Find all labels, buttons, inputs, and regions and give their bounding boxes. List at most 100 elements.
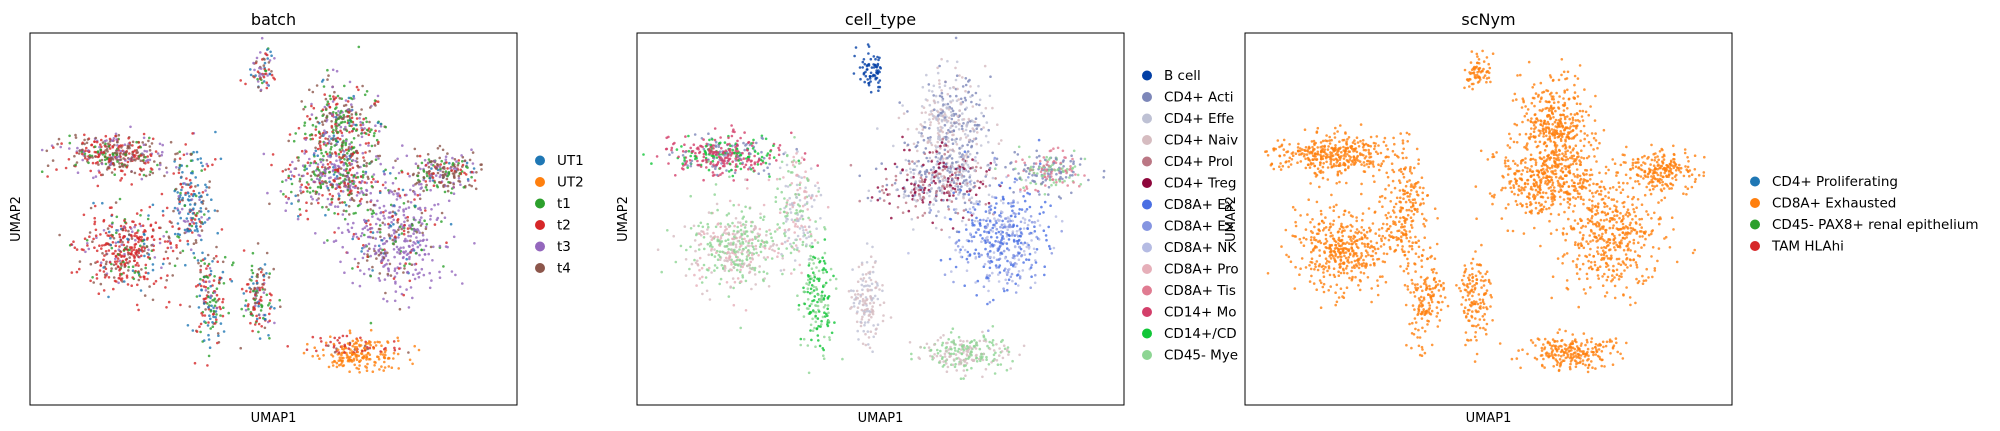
data-point bbox=[184, 143, 187, 146]
data-point bbox=[257, 330, 260, 334]
data-point bbox=[326, 162, 330, 166]
data-point bbox=[94, 175, 98, 178]
data-point bbox=[712, 155, 716, 158]
data-point bbox=[825, 270, 829, 274]
data-point bbox=[168, 262, 171, 265]
data-point bbox=[739, 326, 742, 330]
data-point bbox=[703, 247, 706, 251]
data-point bbox=[261, 286, 264, 289]
data-point bbox=[89, 169, 92, 173]
data-point bbox=[128, 152, 131, 155]
data-point bbox=[192, 207, 195, 210]
data-point bbox=[351, 146, 355, 150]
data-point bbox=[381, 242, 385, 246]
data-point bbox=[114, 201, 118, 204]
data-point bbox=[324, 170, 327, 174]
data-point bbox=[352, 235, 355, 238]
data-point bbox=[229, 278, 232, 281]
data-point bbox=[113, 279, 117, 283]
data-point bbox=[996, 123, 999, 126]
data-point bbox=[872, 55, 876, 58]
data-point bbox=[364, 172, 367, 175]
data-point bbox=[429, 188, 432, 192]
data-point bbox=[814, 220, 817, 223]
data-point bbox=[377, 253, 381, 257]
data-point bbox=[874, 57, 877, 61]
data-point bbox=[718, 166, 722, 170]
data-point bbox=[108, 137, 112, 141]
legend-label: t2 bbox=[557, 218, 571, 234]
data-point bbox=[107, 165, 110, 169]
data-point bbox=[766, 255, 769, 259]
data-point bbox=[393, 346, 396, 350]
data-point bbox=[751, 253, 754, 257]
data-point bbox=[363, 344, 367, 348]
data-point bbox=[57, 137, 61, 141]
data-point bbox=[721, 250, 724, 254]
data-point bbox=[703, 232, 706, 236]
data-point bbox=[326, 239, 329, 242]
data-point bbox=[394, 290, 398, 293]
data-point bbox=[266, 74, 269, 77]
data-point bbox=[727, 247, 730, 251]
data-point bbox=[267, 61, 271, 64]
data-point bbox=[927, 89, 931, 92]
data-point bbox=[748, 244, 751, 248]
data-point bbox=[788, 196, 791, 200]
data-point bbox=[964, 136, 968, 139]
data-point bbox=[777, 251, 780, 255]
data-point bbox=[916, 141, 920, 144]
data-point bbox=[936, 187, 940, 190]
data-point bbox=[803, 302, 807, 306]
data-point bbox=[320, 134, 323, 138]
data-point bbox=[125, 248, 129, 251]
data-point bbox=[329, 340, 332, 344]
data-point bbox=[221, 260, 225, 264]
data-point bbox=[204, 189, 207, 192]
data-point bbox=[173, 160, 176, 163]
data-point bbox=[351, 344, 355, 348]
data-point bbox=[130, 156, 133, 160]
data-point bbox=[760, 239, 764, 242]
data-point bbox=[249, 287, 253, 291]
data-point bbox=[672, 142, 675, 146]
data-point bbox=[750, 257, 754, 260]
data-point bbox=[472, 167, 476, 170]
data-point bbox=[823, 311, 826, 315]
data-point bbox=[806, 298, 810, 301]
data-point bbox=[284, 209, 288, 212]
data-point bbox=[449, 166, 452, 170]
data-point bbox=[702, 263, 706, 267]
data-point bbox=[133, 259, 136, 263]
data-point bbox=[117, 253, 120, 256]
data-point bbox=[328, 171, 331, 174]
data-point bbox=[148, 145, 152, 148]
data-point bbox=[255, 287, 259, 290]
data-point bbox=[741, 274, 744, 277]
data-point bbox=[99, 261, 103, 265]
data-point bbox=[785, 203, 789, 206]
data-point bbox=[955, 160, 958, 164]
data-point bbox=[929, 110, 933, 113]
data-point bbox=[361, 356, 364, 360]
data-point bbox=[143, 275, 146, 279]
data-point bbox=[193, 256, 196, 260]
data-point bbox=[207, 290, 210, 294]
data-point bbox=[338, 341, 341, 345]
data-point bbox=[175, 166, 178, 169]
data-point bbox=[815, 194, 818, 198]
data-point bbox=[392, 223, 395, 226]
data-point bbox=[396, 251, 399, 254]
data-point bbox=[421, 231, 424, 235]
data-point bbox=[112, 237, 116, 240]
data-point bbox=[267, 68, 271, 71]
data-point bbox=[372, 211, 376, 215]
data-point bbox=[696, 163, 699, 167]
data-point bbox=[347, 356, 351, 360]
data-point bbox=[873, 261, 877, 264]
data-point bbox=[812, 299, 816, 302]
data-point bbox=[687, 149, 691, 153]
data-point bbox=[391, 166, 395, 169]
data-point bbox=[674, 174, 677, 177]
data-point bbox=[709, 145, 712, 149]
